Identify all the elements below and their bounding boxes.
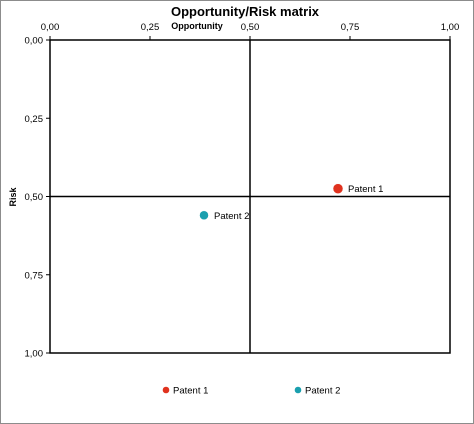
legend-marker-1 (162, 386, 170, 394)
x-tick-label: 0,25 (141, 22, 160, 33)
legend-marker-2 (294, 386, 302, 394)
x-tick-label: 0,00 (41, 22, 60, 33)
chart-title: Opportunity/Risk matrix (171, 4, 320, 19)
data-label-1: Patent 1 (348, 184, 383, 195)
y-tick-label: 0,25 (25, 114, 44, 125)
x-tick-label: 0,50 (241, 22, 260, 33)
legend: Patent 1 Patent 2 (162, 386, 340, 397)
y-axis-ticks: 0,00 0,25 0,50 0,75 1,00 (25, 36, 50, 360)
legend-label-2: Patent 2 (305, 386, 340, 397)
x-axis-title: Opportunity (171, 21, 223, 31)
data-point-1 (332, 183, 344, 194)
legend-label-1: Patent 1 (173, 386, 208, 397)
data-point-2 (199, 210, 209, 221)
y-tick-label: 0,75 (25, 270, 44, 281)
x-tick-label: 1,00 (441, 22, 460, 33)
y-axis-title: Risk (8, 187, 18, 207)
y-tick-label: 1,00 (25, 349, 44, 360)
x-tick-label: 0,75 (341, 22, 360, 33)
y-tick-label: 0,00 (25, 36, 44, 47)
quadrant-lines (50, 40, 450, 353)
data-label-2: Patent 2 (214, 211, 249, 222)
y-tick-label: 0,50 (25, 192, 44, 203)
data-points: Patent 1 Patent 2 (199, 183, 383, 222)
x-axis-ticks: 0,00 0,25 0,50 0,75 1,00 (41, 22, 460, 40)
